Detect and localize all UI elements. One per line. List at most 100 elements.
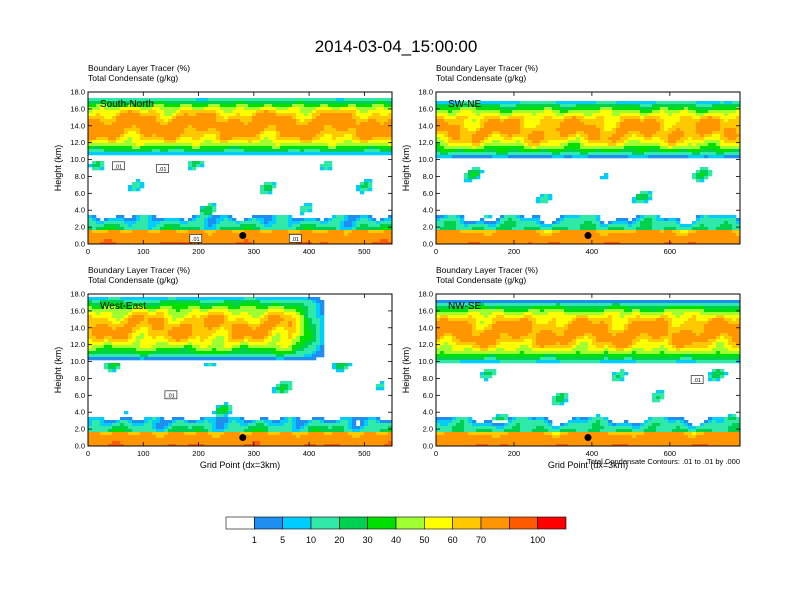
contour-label-box bbox=[690, 375, 704, 384]
y-tick-label: 8.0 bbox=[75, 374, 85, 383]
colorbar-label: 100 bbox=[530, 535, 545, 545]
x-tick-label: 400 bbox=[586, 449, 599, 458]
colorbar-swatch bbox=[254, 516, 283, 530]
y-tick-label: 14.0 bbox=[70, 323, 85, 332]
y-tick-label: 0.0 bbox=[423, 240, 433, 249]
colorbar-swatch bbox=[225, 516, 255, 530]
y-tick-label: 4.0 bbox=[423, 206, 433, 215]
colorbar-label: 5 bbox=[280, 535, 285, 545]
tracer-field bbox=[436, 294, 740, 446]
contour-label-box bbox=[189, 234, 203, 243]
contour-label: .01 bbox=[115, 164, 123, 170]
y-tick-label: 0.0 bbox=[423, 442, 433, 451]
y-tick-label: 14.0 bbox=[418, 121, 433, 130]
x-tick-label: 0 bbox=[86, 247, 90, 256]
colorbar-swatch bbox=[395, 516, 425, 530]
figure-title: 2014-03-04_15:00:00 bbox=[315, 37, 478, 56]
x-axis-label: Grid Point (dx=3km) bbox=[548, 460, 628, 470]
x-tick-label: 600 bbox=[664, 449, 677, 458]
y-tick-label: 12.0 bbox=[70, 138, 85, 147]
x-tick-label: 600 bbox=[664, 247, 677, 256]
contour-label: .01 bbox=[159, 167, 167, 173]
panel-south-north: Boundary Layer Tracer (%)Total Condensat… bbox=[53, 63, 393, 256]
panel-nw-se: Boundary Layer Tracer (%) Total Condensat… bbox=[401, 265, 741, 470]
contour-label: .01 bbox=[291, 237, 299, 243]
y-tick-label: 6.0 bbox=[75, 189, 85, 198]
contour-label-box bbox=[288, 234, 302, 243]
colorbar-swatch bbox=[310, 516, 340, 530]
location-marker bbox=[584, 232, 592, 240]
colorbar-swatch bbox=[452, 516, 482, 530]
tracer-field bbox=[88, 92, 392, 244]
tracer-field bbox=[436, 92, 740, 244]
y-tick-label: 10.0 bbox=[70, 155, 85, 164]
y-tick-label: 2.0 bbox=[75, 425, 85, 434]
panel-label: NW-SE bbox=[448, 301, 481, 312]
plot-frame bbox=[87, 293, 393, 447]
y-tick-label: 0.0 bbox=[75, 442, 85, 451]
x-tick-label: 400 bbox=[586, 247, 599, 256]
y-tick-label: 16.0 bbox=[418, 306, 433, 315]
y-tick-label: 4.0 bbox=[423, 408, 433, 417]
y-tick-label: 18.0 bbox=[418, 290, 433, 299]
left-title: Boundary Layer Tracer (%) bbox=[88, 265, 190, 275]
colorbar-label: 40 bbox=[391, 535, 401, 545]
panel-label: SW-NE bbox=[448, 99, 481, 110]
x-tick-label: 200 bbox=[508, 449, 521, 458]
contour-label: .01 bbox=[693, 378, 701, 384]
y-tick-label: 2.0 bbox=[75, 223, 85, 232]
panel-sw-ne: Boundary Layer Tracer (%)Total Condensat… bbox=[401, 63, 741, 256]
colorbar-label: 30 bbox=[363, 535, 373, 545]
left-subtitle: Total Condensate (g/kg) bbox=[88, 275, 178, 285]
y-tick-label: 8.0 bbox=[423, 374, 433, 383]
colorbar-label: 1 bbox=[252, 535, 257, 545]
x-tick-label: 200 bbox=[192, 247, 205, 256]
x-tick-label: 500 bbox=[358, 247, 371, 256]
y-tick-label: 18.0 bbox=[70, 88, 85, 97]
y-tick-label: 2.0 bbox=[423, 223, 433, 232]
x-tick-label: 100 bbox=[137, 247, 150, 256]
colorbar: 1 5 10 20 30 40 50 60 70 100 bbox=[225, 516, 567, 545]
plot-frame bbox=[87, 91, 393, 245]
panel-west-east: Boundary Layer Tracer (%)Total Condensat… bbox=[53, 265, 393, 470]
y-tick-label: 4.0 bbox=[75, 408, 85, 417]
x-tick-label: 100 bbox=[137, 449, 150, 458]
x-tick-label: 300 bbox=[248, 449, 261, 458]
plot-frame bbox=[435, 91, 741, 245]
y-tick-label: 6.0 bbox=[75, 391, 85, 400]
y-tick-label: 16.0 bbox=[418, 104, 433, 113]
x-tick-label: 400 bbox=[303, 247, 316, 256]
plot-frame bbox=[435, 293, 741, 447]
y-tick-label: 12.0 bbox=[70, 340, 85, 349]
colorbar-swatch bbox=[537, 516, 567, 530]
left-title: Boundary Layer Tracer (%) bbox=[88, 63, 190, 73]
y-tick-label: 0.0 bbox=[75, 240, 85, 249]
contour-label: .01 bbox=[167, 393, 175, 399]
tracer-field bbox=[88, 294, 392, 446]
y-tick-label: 6.0 bbox=[423, 391, 433, 400]
contour-label-box bbox=[164, 390, 178, 400]
left-subtitle: Total Condensate (g/kg) bbox=[436, 73, 526, 83]
contour-label: .01 bbox=[192, 237, 200, 243]
y-axis-label: Height (km) bbox=[401, 145, 411, 192]
panel-label: South-North bbox=[100, 99, 154, 110]
colorbar-label: 60 bbox=[448, 535, 458, 545]
y-tick-label: 12.0 bbox=[418, 340, 433, 349]
left-title: Boundary Layer Tracer (%) bbox=[436, 265, 538, 275]
y-tick-label: 4.0 bbox=[75, 206, 85, 215]
location-marker bbox=[584, 434, 592, 442]
colorbar-swatch bbox=[509, 516, 538, 530]
colorbar-label: 50 bbox=[419, 535, 429, 545]
x-tick-label: 300 bbox=[248, 247, 261, 256]
y-tick-label: 2.0 bbox=[423, 425, 433, 434]
y-axis-label: Height (km) bbox=[53, 145, 63, 192]
y-tick-label: 18.0 bbox=[418, 88, 433, 97]
x-tick-label: 0 bbox=[434, 247, 438, 256]
y-tick-label: 16.0 bbox=[70, 306, 85, 315]
y-tick-label: 14.0 bbox=[418, 323, 433, 332]
colorbar-label: 70 bbox=[476, 535, 486, 545]
footnote: Total Condensate Contours: .01 to .01 by… bbox=[587, 457, 740, 466]
x-tick-label: 0 bbox=[86, 449, 90, 458]
location-marker bbox=[239, 232, 247, 240]
